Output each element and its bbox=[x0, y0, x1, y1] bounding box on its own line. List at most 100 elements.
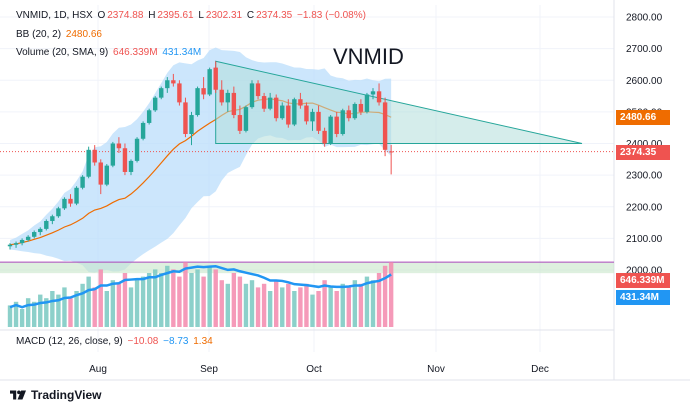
candle-body bbox=[25, 236, 31, 240]
legend-o-value: 2374.88 bbox=[107, 10, 144, 21]
volume-bar bbox=[292, 291, 297, 327]
candle-body bbox=[13, 243, 19, 245]
volume-bar bbox=[140, 276, 146, 327]
volume-bar bbox=[86, 276, 91, 327]
volume-bar bbox=[376, 273, 382, 327]
y-tick-label: 2200.00 bbox=[626, 202, 663, 213]
volume-bar bbox=[80, 283, 85, 327]
candle-body bbox=[165, 80, 170, 89]
last-price-tag: 2374.35 bbox=[616, 145, 670, 160]
candle-body bbox=[376, 91, 382, 103]
x-tick-label: Aug bbox=[89, 364, 107, 375]
candle-body bbox=[201, 88, 206, 95]
candle-body bbox=[104, 165, 109, 185]
ohlc-legend: VNMID, 1D, HSX O 2374.88 H 2395.61 L 2302.3… bbox=[16, 10, 368, 21]
legend-h-label: H bbox=[148, 10, 156, 21]
bb-name: BB (20, 2) bbox=[16, 29, 62, 40]
volume-bar bbox=[219, 280, 224, 327]
y-tick-label: 2100.00 bbox=[626, 234, 663, 245]
volume-bar bbox=[7, 305, 13, 327]
volume-bar bbox=[74, 291, 79, 327]
candle-body bbox=[292, 99, 297, 125]
volume-bar bbox=[56, 294, 61, 327]
candle-body bbox=[189, 115, 194, 135]
volume-bar bbox=[334, 291, 339, 327]
volume-bar bbox=[346, 287, 351, 327]
candle-body bbox=[116, 143, 122, 149]
candle-body bbox=[128, 160, 134, 172]
volume-bar bbox=[358, 283, 364, 327]
volume-bar bbox=[364, 276, 370, 327]
candle-body bbox=[92, 149, 97, 163]
candle-body bbox=[153, 97, 158, 111]
volume-tag: 646.339M bbox=[616, 273, 670, 288]
volume-bar bbox=[237, 276, 243, 327]
macd-value: −10.08 bbox=[127, 336, 159, 347]
volume-bar bbox=[165, 265, 170, 327]
x-tick-label: Nov bbox=[427, 364, 445, 375]
volume-bar bbox=[370, 280, 376, 327]
bb-value: 2480.66 bbox=[65, 29, 102, 40]
tradingview-brand[interactable]: TradingView bbox=[10, 388, 101, 402]
volume-bar bbox=[153, 269, 158, 327]
volume-bar bbox=[171, 269, 176, 327]
candle-body bbox=[310, 111, 315, 122]
bb-legend: BB (20, 2) 2480.66 bbox=[16, 29, 104, 40]
volume-bar bbox=[322, 280, 327, 327]
candle-body bbox=[7, 244, 13, 247]
x-tick-label: Oct bbox=[306, 364, 322, 375]
volume-bar bbox=[38, 294, 43, 327]
volume-bar bbox=[231, 273, 237, 327]
candle-body bbox=[140, 122, 146, 139]
volume-bar bbox=[122, 273, 128, 327]
candle-body bbox=[195, 88, 200, 116]
volume-bar bbox=[243, 283, 249, 327]
volume-bar bbox=[189, 273, 194, 327]
candle-body bbox=[352, 103, 358, 119]
bb-basis-tag: 2480.66 bbox=[616, 110, 670, 125]
volume-bar bbox=[255, 287, 261, 327]
legend-l-value: 2302.31 bbox=[205, 10, 243, 21]
volume-bar bbox=[116, 283, 122, 327]
candle-body bbox=[146, 110, 152, 123]
candle-body bbox=[98, 162, 103, 185]
candle-body bbox=[249, 83, 255, 108]
candle-body bbox=[388, 151, 394, 153]
candle-body bbox=[364, 94, 370, 112]
volume-bar bbox=[128, 287, 134, 327]
candle-body bbox=[86, 149, 91, 177]
candle-body bbox=[171, 80, 176, 84]
volume-bar bbox=[104, 291, 109, 327]
legend-l-label: L bbox=[198, 10, 204, 21]
legend-h-value: 2395.61 bbox=[157, 10, 194, 21]
volume-bar bbox=[195, 269, 200, 327]
candle-body bbox=[267, 97, 273, 109]
y-tick-label: 2300.00 bbox=[626, 171, 663, 182]
volume-bar bbox=[388, 262, 394, 327]
volume-bar bbox=[25, 298, 31, 327]
candle-body bbox=[219, 89, 224, 103]
volume-bar bbox=[13, 301, 19, 327]
volume-bar bbox=[382, 265, 388, 327]
candle-body bbox=[274, 97, 279, 119]
candle-body bbox=[298, 99, 303, 106]
volume-legend: Volume (20, SMA, 9) 646.339M 431.34M bbox=[16, 47, 203, 58]
legend-c-label: C bbox=[246, 10, 255, 21]
candle-body bbox=[80, 176, 85, 188]
candle-body bbox=[183, 102, 188, 135]
volume-bar bbox=[110, 280, 116, 327]
volume-bar bbox=[261, 283, 267, 327]
volume-bar bbox=[32, 301, 37, 327]
candle-body bbox=[237, 115, 243, 131]
volume-bar bbox=[286, 283, 291, 327]
candle-body bbox=[62, 198, 67, 209]
volume-bar bbox=[146, 273, 152, 327]
candle-body bbox=[340, 110, 345, 135]
volume-bar bbox=[249, 280, 255, 327]
volume-bar bbox=[98, 269, 103, 327]
macd-hist: 1.34 bbox=[193, 336, 213, 347]
volume-bar bbox=[19, 309, 25, 327]
volume-sma: 431.34M bbox=[162, 47, 202, 58]
bollinger-band-fill bbox=[10, 47, 392, 273]
volume-bar bbox=[68, 298, 73, 327]
